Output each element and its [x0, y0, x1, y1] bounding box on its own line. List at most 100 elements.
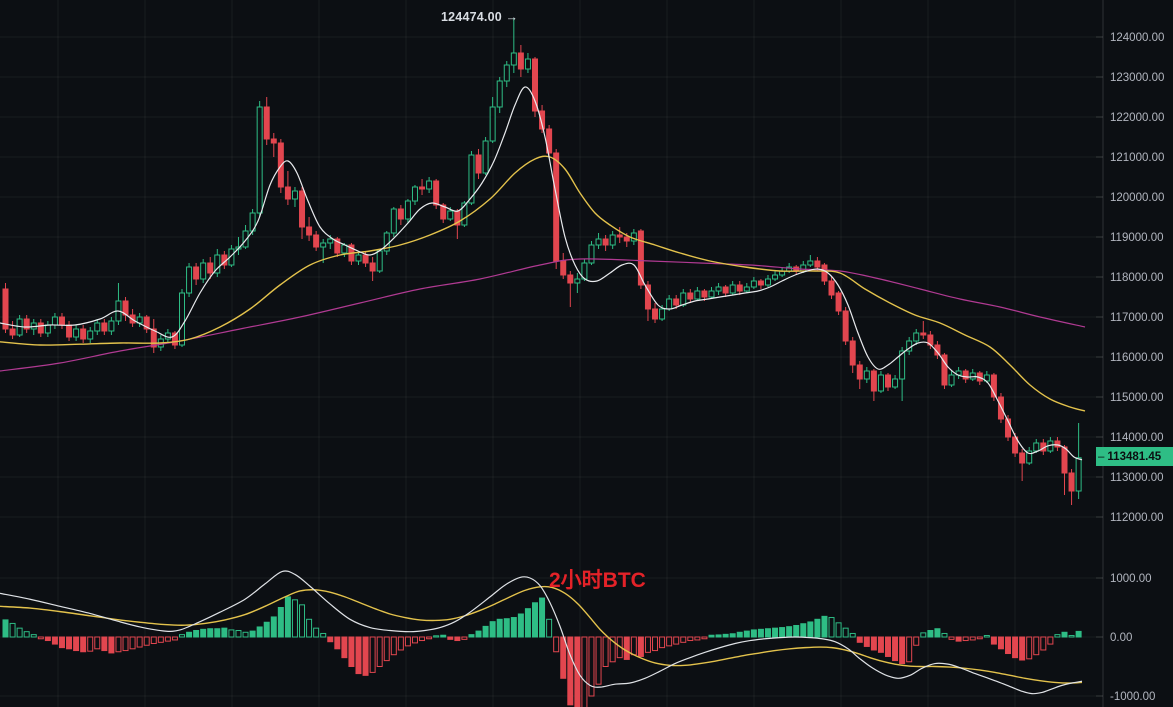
candle	[913, 329, 920, 345]
price-axis[interactable]: 124000.00 123000.00 122000.00 121000.00 1200…	[1096, 0, 1164, 707]
candle	[1005, 415, 1012, 441]
macd-histogram-bar	[955, 636, 962, 642]
macd-histogram-bar	[920, 632, 927, 638]
macd-histogram-bar	[539, 597, 546, 638]
candle-body	[51, 316, 58, 326]
candle	[616, 227, 623, 243]
candlestick-series	[2, 18, 1082, 505]
candle	[2, 283, 9, 333]
last-price-badge[interactable]: – 113481.45	[1096, 447, 1173, 466]
candle-body	[772, 274, 779, 280]
candle	[51, 313, 58, 329]
macd-histogram-bar	[186, 631, 193, 638]
candle-body	[186, 266, 193, 294]
candle-body	[108, 320, 115, 332]
candle-body	[835, 292, 842, 312]
candle	[588, 241, 595, 265]
candle-body	[517, 52, 524, 70]
candle	[948, 371, 955, 387]
candle-body	[73, 328, 80, 338]
candle	[284, 171, 291, 205]
candle	[334, 237, 341, 257]
candle-body	[1019, 452, 1026, 464]
macd-histogram-bar	[51, 636, 58, 645]
macd-histogram-bar	[835, 622, 842, 638]
candle	[567, 271, 574, 307]
macd-histogram-bar	[348, 636, 355, 667]
macd-histogram-bar	[722, 633, 729, 638]
macd-histogram-bar	[694, 636, 701, 641]
macd-histogram-bar	[383, 636, 390, 662]
ma-fast-line	[0, 86, 1083, 461]
candle-body	[193, 266, 200, 280]
macd-histogram-bar	[30, 634, 37, 638]
candle	[743, 283, 750, 293]
candle-body	[355, 254, 362, 262]
macd-histogram-bar	[856, 636, 863, 643]
candle	[1033, 439, 1040, 453]
candle	[171, 331, 178, 349]
candle-body	[306, 226, 313, 236]
candle-body	[701, 290, 708, 298]
macd-histogram-bar	[200, 628, 207, 638]
macd-histogram-bar	[560, 636, 567, 679]
macd-histogram-bar	[284, 596, 291, 638]
candle	[842, 307, 849, 345]
candle	[73, 325, 80, 341]
candle	[299, 187, 306, 239]
macd-histogram-bar	[313, 627, 320, 638]
macd-histogram-bar	[482, 625, 489, 638]
macd-histogram-bar	[581, 636, 588, 707]
candle-body	[44, 324, 51, 334]
candle-body	[475, 154, 482, 174]
candle-body	[842, 310, 849, 342]
macd-histogram-bar	[630, 636, 637, 656]
candle	[906, 337, 913, 355]
macd-histogram-bar	[419, 636, 426, 642]
macd-histogram-bar	[567, 636, 574, 706]
macd-axis-label: 0.00	[1110, 632, 1132, 644]
macd-histogram-bar	[426, 636, 433, 640]
macd-histogram-bar	[546, 618, 553, 638]
candle-body	[885, 374, 891, 388]
macd-histogram-bar	[553, 636, 560, 653]
candle	[602, 235, 609, 251]
macd-histogram-bar	[263, 621, 270, 638]
candle	[58, 313, 65, 329]
candle	[673, 295, 680, 309]
candle-body	[228, 248, 235, 266]
macd-dea-line	[0, 585, 1083, 684]
candle-body	[750, 280, 757, 288]
candle-body	[574, 278, 581, 284]
candle	[214, 249, 221, 277]
candle	[510, 18, 517, 73]
candle-body	[179, 292, 185, 346]
peak-price-annotation: 124474.00 →	[441, 10, 519, 24]
macd-histogram-bar	[1040, 636, 1047, 651]
macd-histogram-bar	[927, 630, 934, 638]
candle	[390, 207, 397, 237]
candle	[101, 319, 108, 335]
candle-body	[652, 308, 659, 320]
candle-body	[687, 292, 694, 300]
candle-body	[23, 318, 30, 330]
candle	[517, 45, 524, 77]
candle-body	[588, 244, 595, 264]
macd-histogram-bar	[101, 636, 108, 652]
macd-histogram-bar	[404, 636, 411, 647]
macd-histogram-bar	[44, 636, 51, 642]
macd-histogram-bar	[66, 636, 73, 650]
candle-body	[567, 274, 574, 284]
macd-histogram-bar	[320, 632, 327, 638]
candle-body	[214, 254, 221, 274]
ma-mid-line	[0, 155, 1086, 412]
macd-histogram-bar	[1019, 636, 1026, 661]
candle	[108, 317, 115, 335]
macd-histogram-bar	[37, 636, 44, 640]
macd-histogram-bar	[976, 636, 983, 640]
candle-body	[9, 328, 16, 336]
candle-body	[546, 128, 553, 154]
macd-histogram-bar	[221, 627, 228, 638]
macd-histogram-bar	[743, 630, 750, 638]
